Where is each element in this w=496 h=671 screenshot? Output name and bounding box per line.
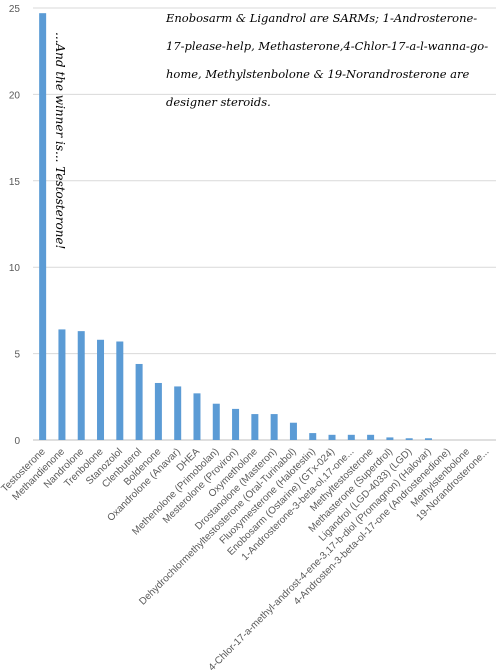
bar xyxy=(309,433,317,440)
y-tick-label: 10 xyxy=(9,263,21,274)
bar xyxy=(270,414,278,440)
bar xyxy=(405,438,413,440)
bar xyxy=(289,422,297,440)
bar xyxy=(193,393,201,440)
bar xyxy=(251,414,259,440)
y-tick-label: 15 xyxy=(9,177,21,188)
annotation: ...And the winner is... Testosterone! xyxy=(53,32,67,250)
bar xyxy=(347,434,355,440)
y-tick-label: 25 xyxy=(9,4,21,15)
bar xyxy=(58,329,66,440)
bar xyxy=(328,434,336,440)
bar xyxy=(386,437,394,440)
bar xyxy=(135,363,143,440)
bar xyxy=(116,341,124,440)
y-tick-label: 20 xyxy=(9,90,21,101)
bar xyxy=(154,382,162,440)
y-tick-label: 0 xyxy=(14,436,20,447)
bar xyxy=(97,339,105,440)
bar xyxy=(212,403,220,440)
bar xyxy=(367,434,375,440)
y-tick-label: 5 xyxy=(14,350,20,361)
bar xyxy=(77,331,85,440)
bar xyxy=(424,438,432,440)
bar xyxy=(39,13,47,441)
annotation: Enobosarm & Ligandrol are SARMs; 1-Andro… xyxy=(166,11,489,109)
bar xyxy=(232,408,240,440)
bar xyxy=(174,386,182,440)
